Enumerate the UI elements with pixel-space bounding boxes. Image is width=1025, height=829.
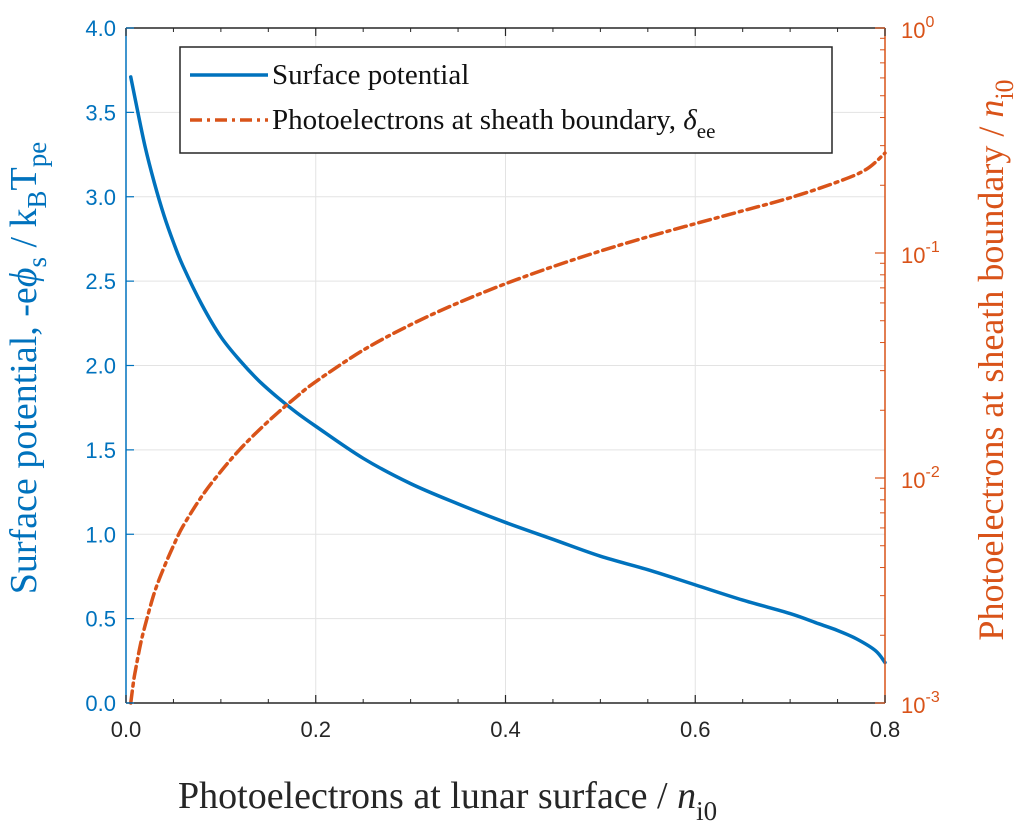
y-right-tick-exponent: -2 [925,464,939,481]
y-right-tick-exponent: -3 [925,689,939,706]
x-tick-label: 0.6 [680,717,711,742]
y-right-label-italic: n [971,100,1011,118]
y-right-tick-label: 10-2 [901,464,940,493]
y-left-label-mid: / k [3,208,45,257]
y-left-label-phi: ϕ [3,268,45,288]
legend: Surface potential Photoelectrons at shea… [179,46,833,154]
x-axis-label-text: Photoelectrons at lunar surface / [178,775,677,817]
y-right-label-text: Photoelectrons at sheath boundary / [971,118,1011,641]
legend-delta-symbol: δ [683,104,697,136]
y-left-tick-label: 2.5 [85,269,116,294]
y-axis-right-label: Photoelectrons at sheath boundary / ni0 [971,79,1019,640]
x-tick-label: 0.2 [300,717,331,742]
y-left-label-sub-s: s [22,257,52,268]
y-right-tick-label: 10-1 [901,239,940,268]
photoelectrons-sheath-line [128,151,887,705]
y-left-tick-label: 4.0 [85,16,116,41]
legend-delta-subscript: ee [697,119,716,143]
y-left-tick-label: 0.0 [85,691,116,716]
y-right-tick-base: 10 [901,243,925,268]
legend-box [179,46,833,154]
series-layer [128,75,887,705]
y-left-label-sub-b: B [22,190,52,208]
y-right-tick-label: 100 [901,14,934,43]
y-axis-left-label: Surface potential, -eϕs / kBTpe [3,142,52,595]
y-right-tick-base: 10 [901,693,925,718]
y-left-tick-label: 3.5 [85,100,116,125]
y-right-tick-exponent: -1 [925,239,939,256]
ticks-layer: 0.0 0.2 0.4 0.6 0.8 0.0 0.5 1.0 1.5 2.0 2.5 3.0 3.5 4… [85,14,939,742]
y-left-tick-label: 1.0 [85,522,116,547]
y-left-label-sub-pe: pe [22,142,52,168]
y-left-tick-label: 2.0 [85,354,116,379]
y-left-label-t: T [3,167,45,190]
surface-potential-line [128,75,887,665]
y-right-tick-base: 10 [901,468,925,493]
y-right-tick-exponent: 0 [925,14,934,31]
y-right-tick-label: 10-3 [901,689,940,718]
y-left-label-text: Surface potential, -e [3,287,45,594]
x-tick-label: 0.4 [490,717,521,742]
x-tick-label: 0.8 [870,717,901,742]
y-right-tick-base: 10 [901,18,925,43]
x-axis-label: Photoelectrons at lunar surface / ni0 [178,775,717,826]
x-tick-label: 0.0 [111,717,142,742]
x-axis-label-italic: n [677,775,696,817]
x-axis-label-subscript: i0 [696,796,717,826]
legend-label-surface-potential: Surface potential [272,59,469,91]
y-left-tick-label: 3.0 [85,185,116,210]
legend-label-prefix: Photoelectrons at sheath boundary, [272,104,683,136]
y-right-label-subscript: i0 [990,79,1019,99]
y-left-tick-label: 0.5 [85,607,116,632]
y-left-tick-label: 1.5 [85,438,116,463]
legend-label-photoelectrons: Photoelectrons at sheath boundary, δee [272,104,715,143]
